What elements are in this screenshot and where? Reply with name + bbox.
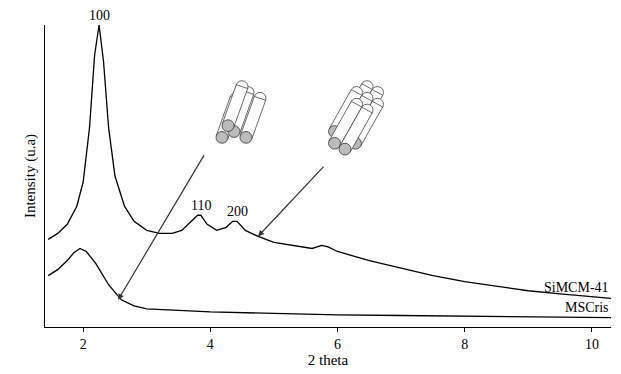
svg-text:10: 10 — [585, 337, 599, 352]
svg-text:110: 110 — [191, 198, 211, 213]
svg-text:MSCris: MSCris — [565, 300, 609, 315]
svg-text:4: 4 — [207, 337, 214, 352]
svg-text:2: 2 — [80, 337, 87, 352]
svg-text:200: 200 — [227, 204, 248, 219]
svg-text:6: 6 — [334, 337, 341, 352]
svg-text:Intensity (u.a): Intensity (u.a) — [22, 134, 39, 218]
svg-text:SiMCM-41: SiMCM-41 — [544, 280, 609, 295]
svg-text:2 theta: 2 theta — [308, 352, 349, 368]
svg-text:100: 100 — [89, 8, 110, 23]
svg-text:8: 8 — [461, 337, 468, 352]
